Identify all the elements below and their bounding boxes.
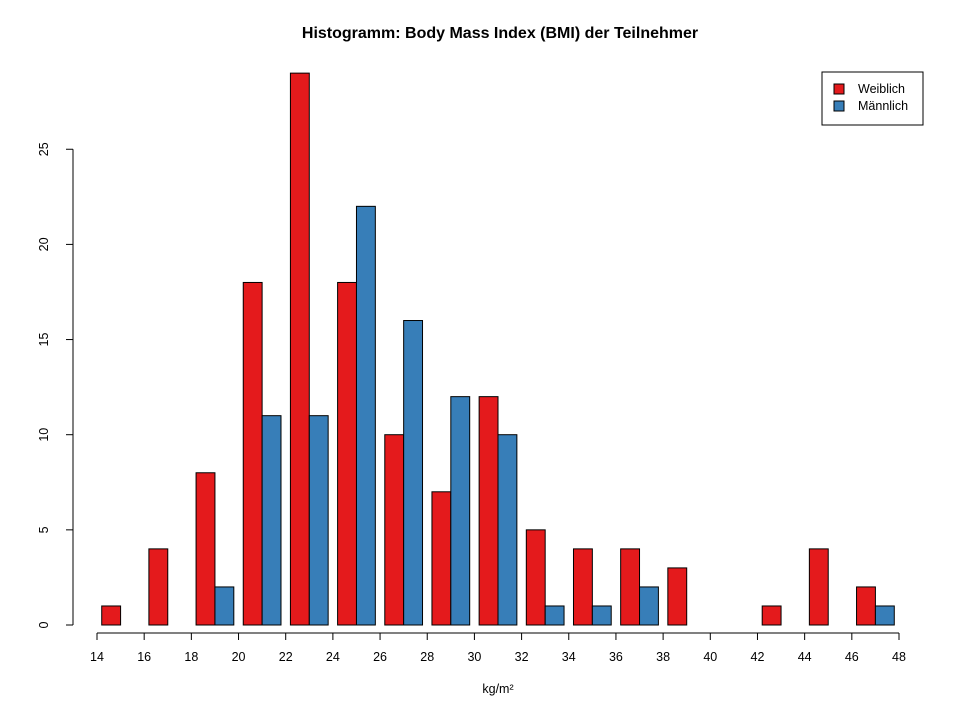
bar-weiblich-16-18 (148, 548, 169, 626)
bar-weiblich-20-22 (242, 281, 263, 626)
legend-box (821, 71, 924, 126)
bar-weiblich-32-34 (525, 529, 546, 626)
x-tick-label: 48 (892, 650, 906, 664)
x-tick-label: 40 (703, 650, 717, 664)
bar-weiblich-26-28 (384, 434, 405, 626)
x-tick-label: 20 (232, 650, 246, 664)
bar-weiblich-38-40 (667, 567, 688, 626)
bar-weiblich-36-38 (620, 548, 641, 626)
bars-group (101, 72, 895, 626)
bar-männlich-26-28 (403, 320, 424, 626)
y-tick-label: 15 (37, 333, 51, 347)
legend-label-weiblich: Weiblich (858, 82, 905, 96)
legend: Weiblich Männlich (821, 71, 924, 126)
x-tick-label: 32 (515, 650, 529, 664)
x-tick-label: 26 (373, 650, 387, 664)
legend-swatch-weiblich (833, 83, 845, 95)
bar-männlich-34-36 (591, 605, 612, 626)
y-tick-label: 25 (37, 142, 51, 156)
x-tick-label: 38 (656, 650, 670, 664)
bar-weiblich-30-32 (478, 396, 499, 626)
bar-männlich-18-20 (214, 586, 235, 626)
bar-weiblich-44-46 (808, 548, 829, 626)
x-tick-label: 24 (326, 650, 340, 664)
y-tick-label: 20 (37, 237, 51, 251)
bar-weiblich-46-48 (856, 586, 876, 626)
bar-weiblich-28-30 (431, 491, 452, 626)
bar-weiblich-18-20 (195, 472, 216, 626)
bar-weiblich-22-24 (289, 72, 310, 626)
bar-männlich-24-26 (355, 205, 376, 626)
x-tick-label: 44 (798, 650, 812, 664)
y-tick-label: 10 (37, 428, 51, 442)
x-tick-label: 18 (184, 650, 198, 664)
bar-weiblich-42-44 (761, 605, 782, 626)
x-tick-label: 46 (845, 650, 859, 664)
bar-männlich-22-24 (308, 415, 329, 626)
bar-männlich-32-34 (544, 605, 565, 626)
legend-swatch-männlich (833, 100, 845, 112)
x-tick-label: 16 (137, 650, 151, 664)
x-tick-label: 34 (562, 650, 576, 664)
y-tick-label: 0 (37, 621, 51, 628)
bar-männlich-36-38 (639, 586, 659, 626)
x-tick-label: 42 (751, 650, 765, 664)
y-axis: 0 5 10 15 20 25 (37, 142, 74, 628)
bar-männlich-30-32 (497, 434, 518, 626)
bar-männlich-46-48 (874, 605, 895, 626)
legend-label-männlich: Männlich (858, 99, 908, 113)
x-tick-label: 28 (420, 650, 434, 664)
chart-title: Histogramm: Body Mass Index (BMI) der Te… (302, 25, 698, 42)
x-axis: 14 16 18 20 22 24 26 28 30 32 34 36 38 40 42 44 46 48 (90, 632, 906, 664)
x-axis-label: kg/m² (482, 682, 513, 696)
bar-männlich-28-30 (450, 396, 471, 626)
x-tick-label: 22 (279, 650, 293, 664)
x-tick-label: 30 (467, 650, 481, 664)
x-tick-label: 14 (90, 650, 104, 664)
bar-männlich-20-22 (261, 415, 282, 626)
x-tick-label: 36 (609, 650, 623, 664)
bar-weiblich-14-16 (101, 605, 122, 626)
y-tick-label: 5 (37, 526, 51, 533)
bar-weiblich-34-36 (572, 548, 593, 626)
bar-weiblich-24-26 (337, 281, 357, 626)
